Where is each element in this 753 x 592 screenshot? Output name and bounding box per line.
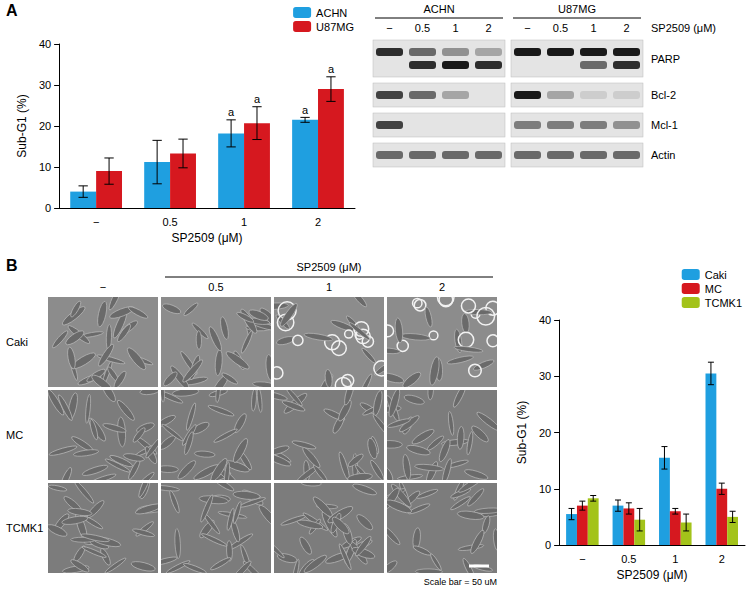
svg-text:1: 1 xyxy=(452,22,458,34)
svg-text:10: 10 xyxy=(539,483,551,495)
svg-text:−: − xyxy=(579,553,585,565)
svg-text:2: 2 xyxy=(439,281,445,293)
svg-text:SP2509 (μM): SP2509 (μM) xyxy=(296,261,361,273)
svg-text:0: 0 xyxy=(545,539,551,551)
svg-text:1: 1 xyxy=(590,22,596,34)
svg-text:U87MG: U87MG xyxy=(316,21,354,33)
svg-text:a: a xyxy=(328,63,335,75)
svg-text:Caki: Caki xyxy=(705,269,727,281)
svg-text:Caki: Caki xyxy=(6,336,28,348)
html-text:A: A xyxy=(6,2,18,19)
svg-text:TCMK1: TCMK1 xyxy=(6,522,43,534)
svg-text:TCMK1: TCMK1 xyxy=(705,297,742,309)
svg-text:ACHN: ACHN xyxy=(423,3,454,15)
svg-text:2: 2 xyxy=(719,553,725,565)
svg-text:30: 30 xyxy=(39,79,51,91)
svg-text:0.5: 0.5 xyxy=(553,22,568,34)
svg-text:Scale bar = 50 uM: Scale bar = 50 uM xyxy=(424,577,497,587)
svg-text:Sub-G1 (%): Sub-G1 (%) xyxy=(15,94,29,157)
svg-text:0: 0 xyxy=(45,202,51,214)
svg-text:0.5: 0.5 xyxy=(621,553,636,565)
svg-text:MC: MC xyxy=(705,283,722,295)
svg-text:1: 1 xyxy=(326,281,332,293)
svg-text:a: a xyxy=(254,93,261,105)
svg-text:−: − xyxy=(524,22,530,34)
svg-text:0.5: 0.5 xyxy=(208,281,223,293)
svg-text:U87MG: U87MG xyxy=(558,3,596,15)
svg-text:1: 1 xyxy=(672,553,678,565)
svg-text:−: − xyxy=(100,281,106,293)
svg-text:0.5: 0.5 xyxy=(415,22,430,34)
svg-text:1: 1 xyxy=(241,216,247,228)
svg-text:a: a xyxy=(302,104,309,116)
svg-text:40: 40 xyxy=(39,38,51,50)
svg-text:Mcl-1: Mcl-1 xyxy=(651,119,678,131)
svg-text:Bcl-2: Bcl-2 xyxy=(651,89,676,101)
svg-text:20: 20 xyxy=(39,120,51,132)
svg-text:30: 30 xyxy=(539,370,551,382)
svg-text:B: B xyxy=(6,257,18,274)
svg-text:−: − xyxy=(386,22,392,34)
svg-text:ACHN: ACHN xyxy=(316,7,347,19)
svg-text:−: − xyxy=(93,216,99,228)
svg-text:2: 2 xyxy=(623,22,629,34)
svg-text:SP2509 (μM): SP2509 (μM) xyxy=(651,22,716,34)
svg-text:SP2509 (μM): SP2509 (μM) xyxy=(172,231,243,245)
svg-text:a: a xyxy=(228,106,235,118)
svg-text:40: 40 xyxy=(539,314,551,326)
svg-text:2: 2 xyxy=(315,216,321,228)
svg-text:Sub-G1 (%): Sub-G1 (%) xyxy=(515,401,529,464)
svg-text:MC: MC xyxy=(6,429,23,441)
svg-text:SP2509 (μM): SP2509 (μM) xyxy=(617,568,688,582)
svg-text:0.5: 0.5 xyxy=(162,216,177,228)
svg-text:Actin: Actin xyxy=(651,149,675,161)
svg-text:10: 10 xyxy=(39,161,51,173)
svg-text:20: 20 xyxy=(539,427,551,439)
svg-text:PARP: PARP xyxy=(651,53,680,65)
svg-text:2: 2 xyxy=(485,22,491,34)
